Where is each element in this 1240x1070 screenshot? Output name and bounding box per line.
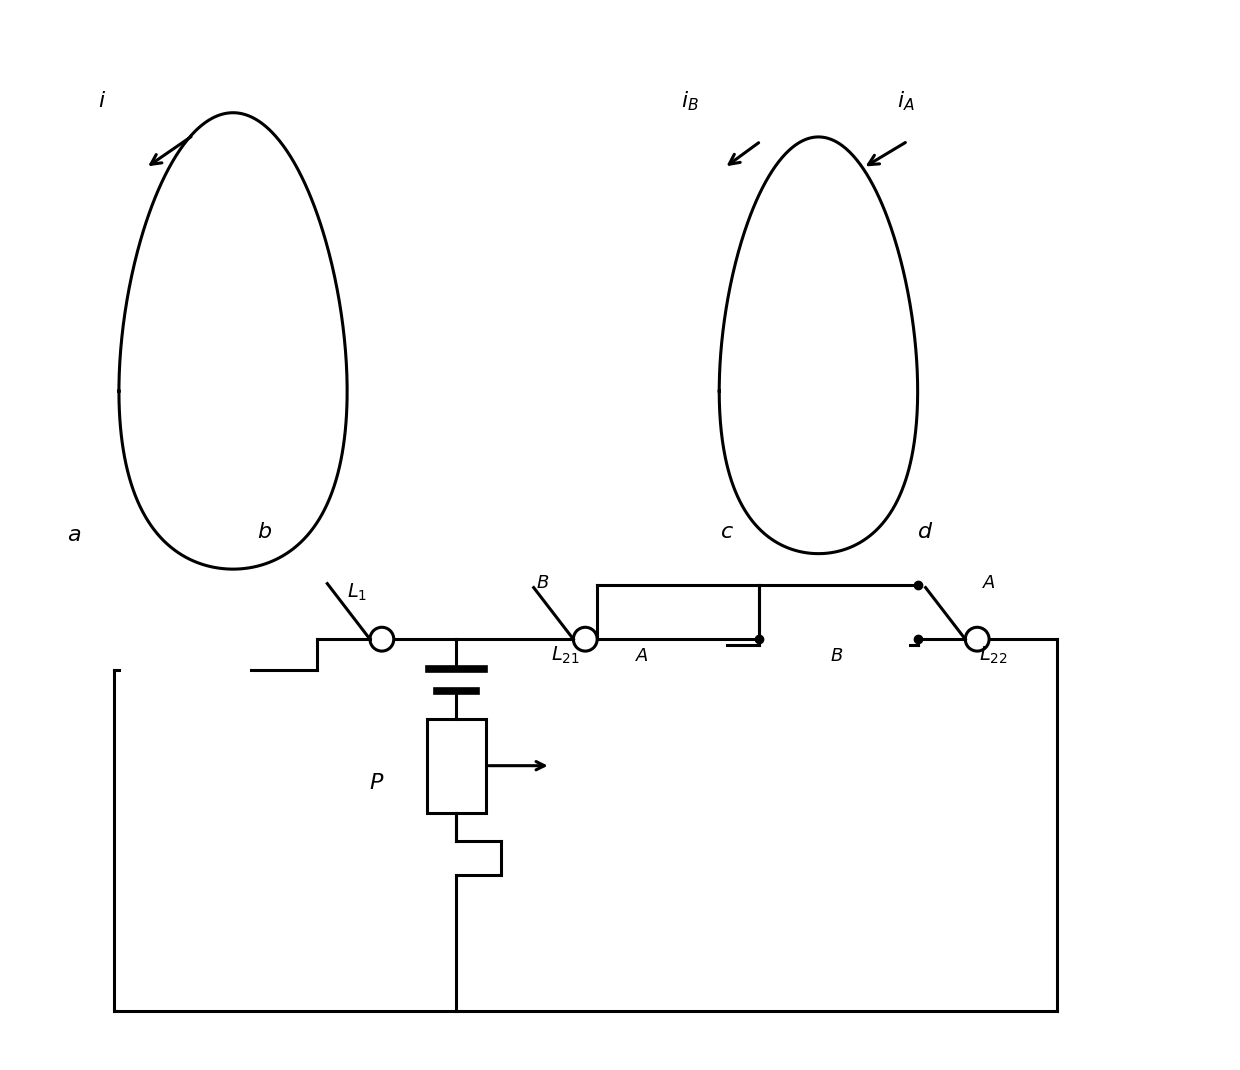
FancyBboxPatch shape [427,719,486,813]
Text: $b$: $b$ [257,521,273,542]
Text: $i_A$: $i_A$ [897,90,915,113]
Text: $L_{21}$: $L_{21}$ [551,645,579,667]
Text: $d$: $d$ [918,521,934,542]
Text: $a$: $a$ [67,524,82,546]
Text: $i_B$: $i_B$ [681,90,698,113]
Text: $B$: $B$ [536,574,549,592]
Text: $B$: $B$ [831,647,843,666]
Text: $P$: $P$ [370,773,384,794]
Text: $A$: $A$ [982,574,996,592]
Text: $A$: $A$ [635,647,649,666]
Text: $L_{22}$: $L_{22}$ [980,645,1008,667]
Text: $i$: $i$ [98,90,107,112]
Text: $c$: $c$ [720,521,734,542]
Text: $L_1$: $L_1$ [347,581,367,602]
